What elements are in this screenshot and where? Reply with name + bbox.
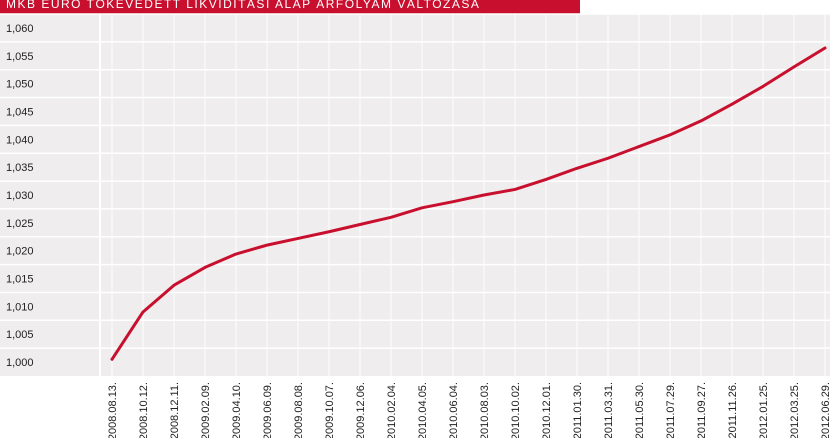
y-tick-label: 1,020 (6, 246, 34, 258)
title-bar (0, 0, 580, 14)
x-tick-label: 2011.03.31. (603, 382, 615, 438)
y-tick-label: 1,035 (6, 162, 34, 174)
y-tick-label: 1,045 (6, 106, 34, 118)
y-tick-label: 1,005 (6, 329, 34, 341)
x-tick-label: 2011.11.26. (727, 382, 739, 438)
x-tick-label: 2010.10.02. (510, 382, 522, 438)
y-tick-label: 1,010 (6, 301, 34, 313)
x-tick-label: 2008.08.13. (107, 382, 119, 438)
x-tick-label: 2009.12.06. (355, 382, 367, 438)
x-tick-label: 2011.07.29. (665, 382, 677, 438)
x-tick-label: 2011.05.30. (634, 382, 646, 438)
y-tick-label: 1,050 (6, 79, 34, 91)
x-tick-label: 2010.08.03. (479, 382, 491, 438)
x-tick-label: 2012.03.25. (789, 382, 801, 438)
x-tick-label: 2009.02.09. (200, 382, 212, 438)
y-tick-label: 1,000 (6, 357, 34, 369)
x-tick-label: 2009.08.08. (293, 382, 305, 438)
x-tick-label: 2010.04.05. (417, 382, 429, 438)
x-tick-label: 2011.01.30. (572, 382, 584, 438)
x-tick-label: 2012.06.29. (820, 382, 830, 438)
x-tick-label: 2008.10.12. (138, 382, 150, 438)
x-tick-label: 2009.06.09. (262, 382, 274, 438)
data-line (110, 46, 827, 361)
x-tick-label: 2012.01.25. (758, 382, 770, 438)
y-tick-label: 1,060 (6, 23, 34, 35)
y-tick-label: 1,030 (6, 190, 34, 202)
y-tick-label: 1,015 (6, 274, 34, 286)
x-tick-label: 2011.09.27. (696, 382, 708, 438)
y-tick-label: 1,055 (6, 51, 34, 63)
x-tick-label: 2010.02.04. (386, 382, 398, 438)
x-tick-label: 2010.06.04. (448, 382, 460, 438)
x-tick-label: 2010.12.01. (541, 382, 553, 438)
x-tick-label: 2008.12.11. (169, 382, 181, 438)
chart-title: MKB EURÓ TŐKEVÉDETT LIKVIDITÁSI ALAP ÁRF… (6, 0, 480, 11)
plot-background (0, 14, 830, 376)
x-tick-label: 2009.04.10. (231, 382, 243, 438)
y-tick-label: 1,040 (6, 134, 34, 146)
y-tick-label: 1,025 (6, 218, 34, 230)
x-tick-label: 2009.10.07. (324, 382, 336, 438)
